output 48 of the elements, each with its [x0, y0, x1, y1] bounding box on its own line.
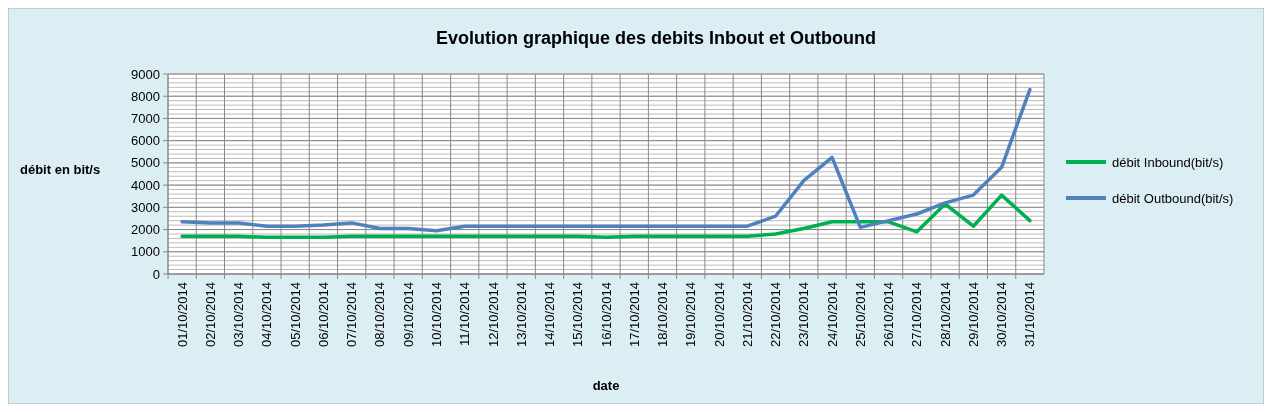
- line-series: [180, 193, 1032, 240]
- x-tick-label: 30/10/2014: [994, 282, 1010, 348]
- legend-label: débit Inbound(bit/s): [1112, 154, 1224, 170]
- x-tick-label: 06/10/2014: [315, 282, 331, 348]
- x-axis-title: date: [592, 378, 620, 393]
- x-tick-label: 22/10/2014: [768, 282, 784, 348]
- x-tick-label: 09/10/2014: [400, 282, 416, 348]
- x-tick-label: 28/10/2014: [937, 282, 953, 348]
- line-series: [180, 87, 1032, 233]
- x-tick-label: 03/10/2014: [231, 282, 247, 348]
- x-tick-label: 05/10/2014: [287, 282, 303, 348]
- y-tick-label: 2000: [131, 222, 160, 238]
- y-tick-label: 0: [152, 266, 160, 282]
- x-tick-label: 08/10/2014: [372, 282, 388, 348]
- y-tick-label: 4000: [131, 177, 160, 193]
- y-tick-label: 7000: [131, 110, 160, 126]
- x-tick-label: 27/10/2014: [909, 282, 925, 348]
- x-tick-label: 11/10/2014: [457, 282, 473, 347]
- x-tick-label: 20/10/2014: [711, 282, 727, 348]
- x-tick-label: 12/10/2014: [485, 282, 501, 348]
- x-tick-label: 10/10/2014: [429, 282, 444, 348]
- legend-label: débit Outbound(bit/s): [1112, 190, 1234, 206]
- x-tick-label: 24/10/2014: [824, 282, 840, 348]
- x-tick-label: 29/10/2014: [965, 282, 981, 348]
- x-tick-label: 18/10/2014: [655, 282, 671, 348]
- x-tick-label: 02/10/2014: [202, 282, 218, 348]
- x-tick-label: 04/10/2014: [259, 282, 275, 348]
- x-tick-label: 19/10/2014: [683, 282, 699, 348]
- y-tick-label: 1000: [131, 244, 160, 260]
- y-tick-label: 9000: [131, 66, 160, 82]
- y-tick-label: 3000: [131, 199, 160, 215]
- x-tick-label: 17/10/2014: [626, 282, 642, 348]
- chart-title: Evolution graphique des debits Inbout et Outbound: [436, 28, 876, 48]
- x-tick-label: 16/10/2014: [598, 282, 614, 348]
- x-tick-label: 21/10/2014: [739, 282, 755, 348]
- y-tick-label: 6000: [131, 133, 160, 149]
- y-axis-title: débit en bit/s: [20, 162, 101, 177]
- x-tick-label: 23/10/2014: [796, 282, 812, 348]
- x-tick-label: 01/10/2014: [174, 282, 190, 348]
- x-tick-label: 31/10/2014: [1022, 282, 1038, 348]
- y-tick-label: 5000: [131, 155, 160, 171]
- x-tick-label: 15/10/2014: [570, 282, 586, 348]
- x-tick-label: 25/10/2014: [852, 282, 868, 348]
- x-tick-label: 13/10/2014: [513, 282, 529, 348]
- x-tick-label: 07/10/2014: [344, 282, 360, 348]
- y-tick-label: 8000: [131, 88, 160, 104]
- x-tick-label: 26/10/2014: [881, 282, 897, 348]
- x-tick-label: 14/10/2014: [542, 282, 558, 348]
